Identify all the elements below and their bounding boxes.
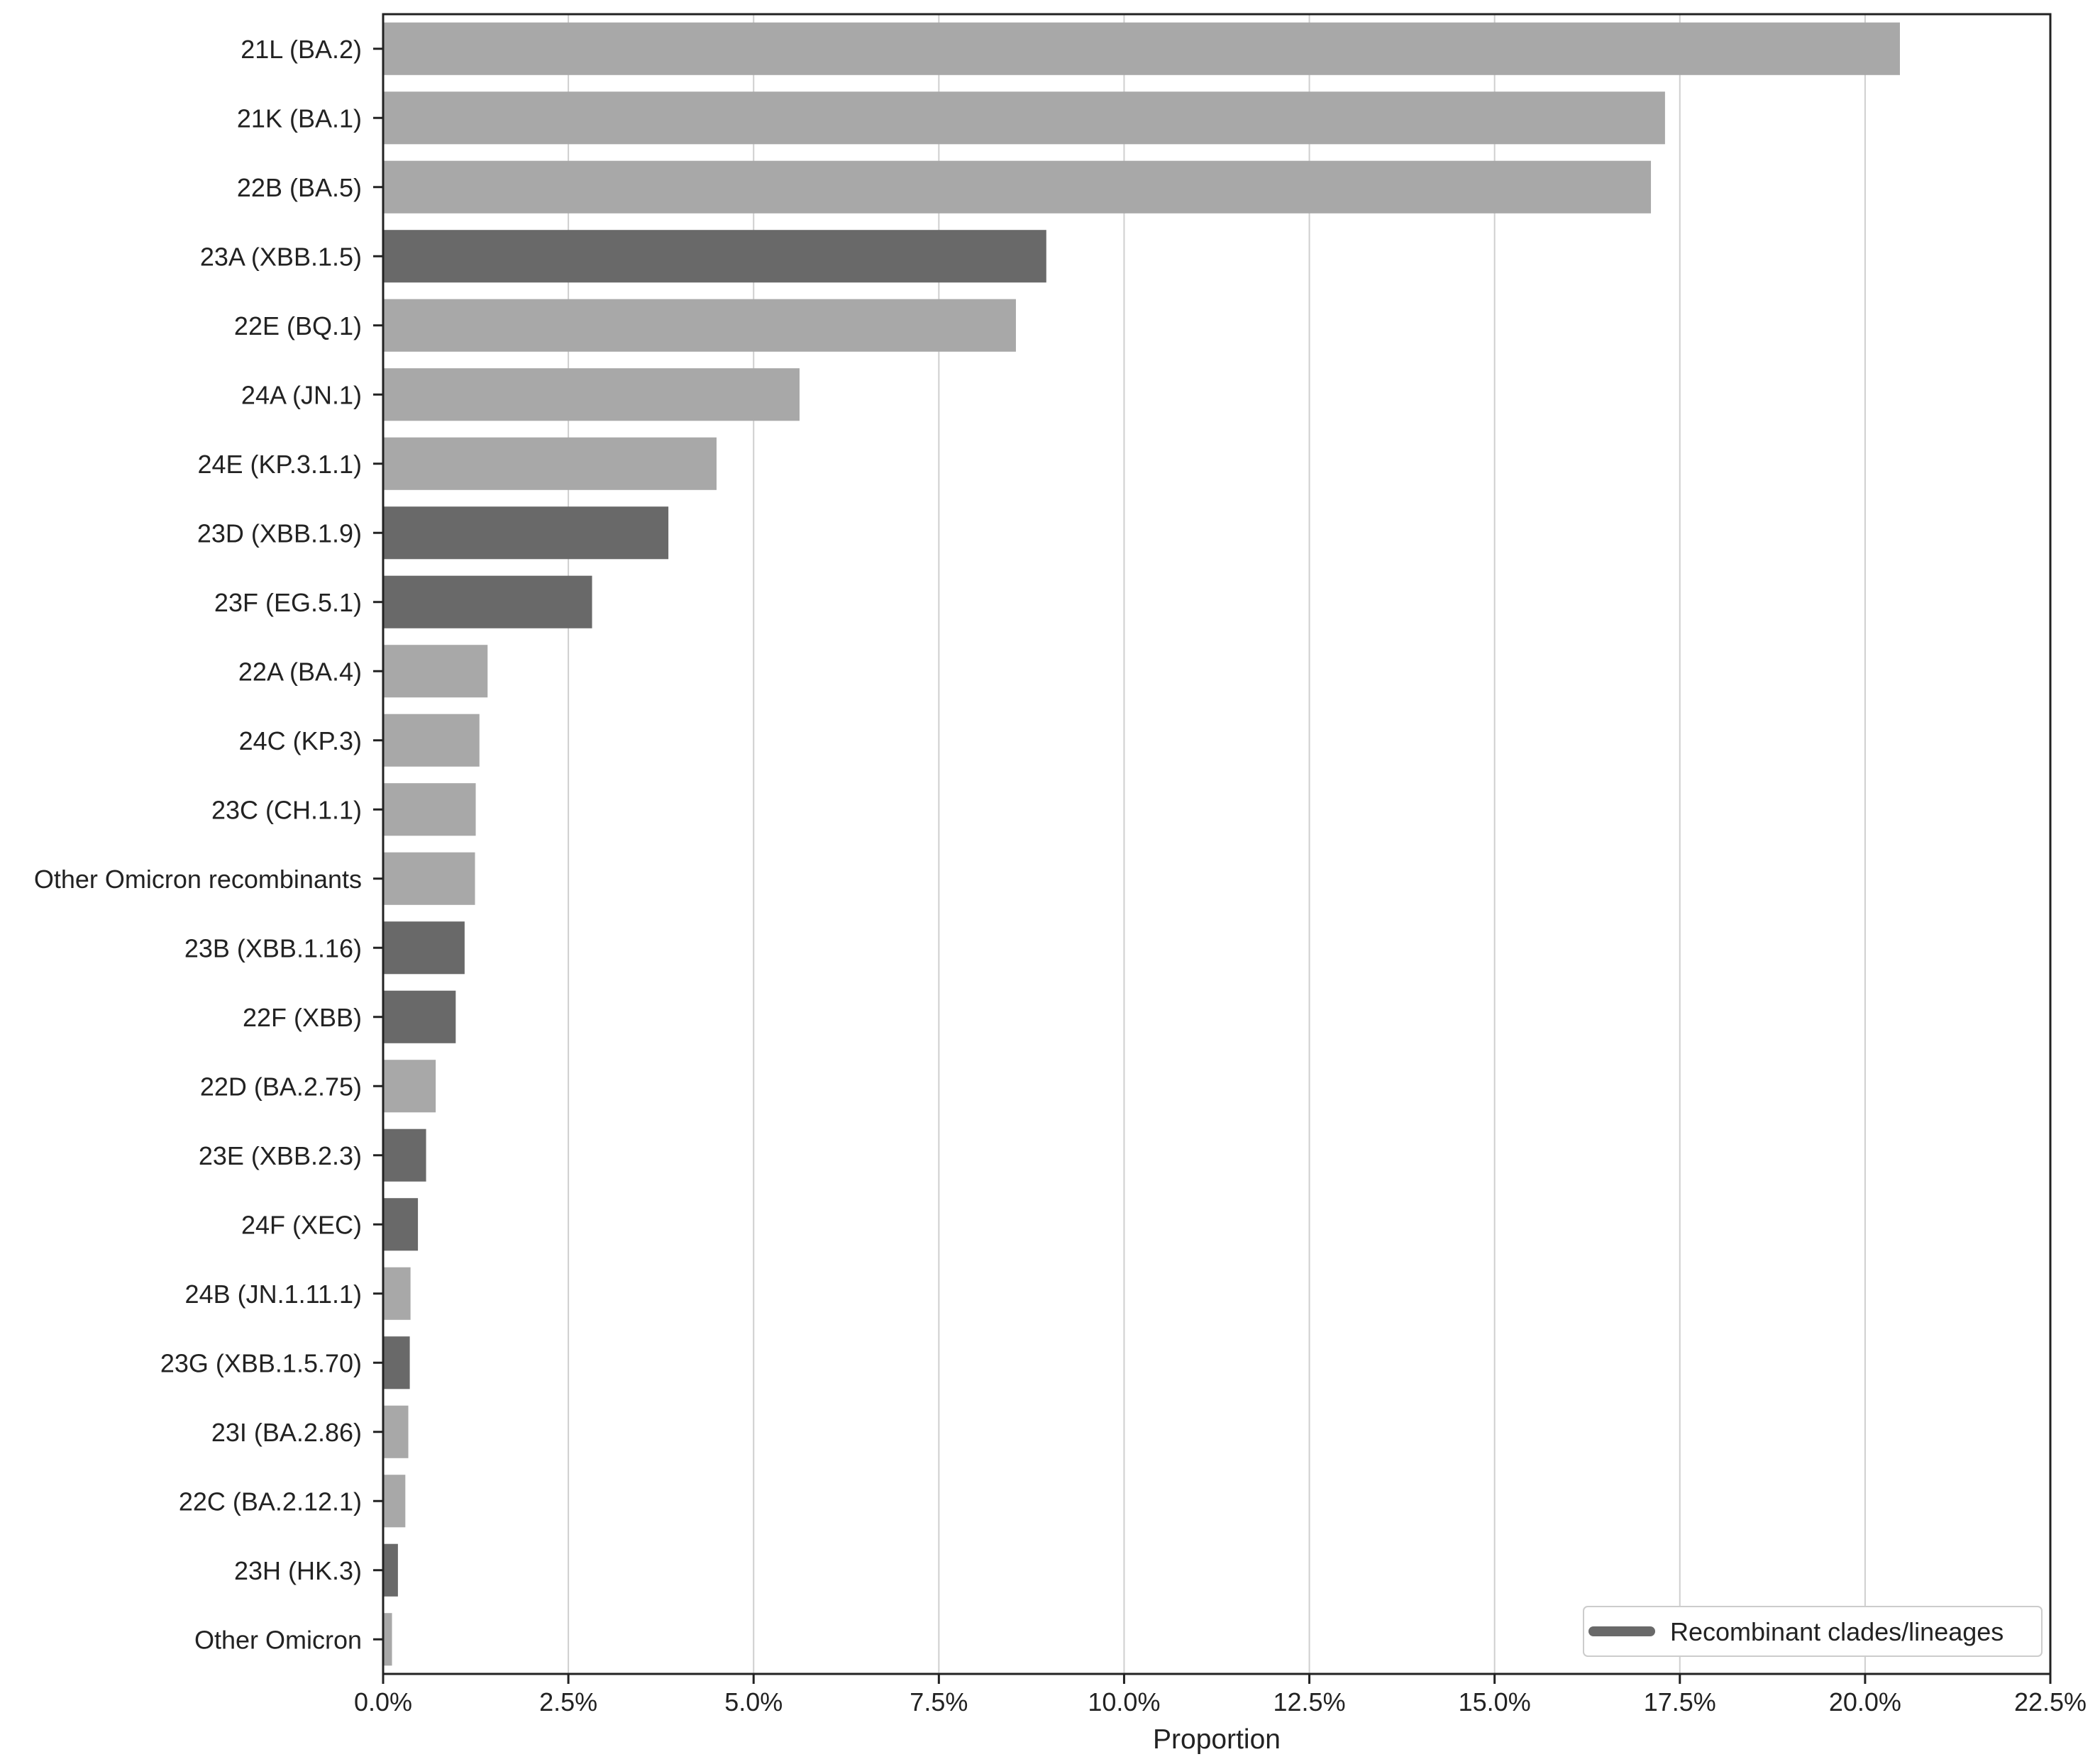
- x-tick-label: 10.0%: [1088, 1687, 1160, 1716]
- bar[interactable]: [383, 1267, 411, 1320]
- category-label: 24E (KP.3.1.1): [198, 450, 363, 479]
- y-axis-ticks: 21L (BA.2) 21K (BA.1) 22B (BA.5) 23A (XBB.1…: [34, 35, 383, 1654]
- bar[interactable]: [383, 852, 475, 905]
- bar[interactable]: [383, 714, 480, 767]
- bar[interactable]: [383, 437, 717, 490]
- x-tick-label: 15.0%: [1459, 1687, 1531, 1716]
- category-label: 22D (BA.2.75): [200, 1072, 362, 1101]
- legend[interactable]: Recombinant clades/lineages: [1583, 1606, 2043, 1657]
- category-label: 24A (JN.1): [241, 380, 362, 409]
- bar[interactable]: [383, 299, 1016, 352]
- legend-label: Recombinant clades/lineages: [1670, 1617, 2004, 1646]
- x-axis-label: Proportion: [1153, 1724, 1281, 1755]
- bar[interactable]: [383, 1613, 392, 1666]
- bar[interactable]: [383, 1405, 409, 1458]
- bar[interactable]: [383, 1543, 398, 1597]
- bar[interactable]: [383, 1198, 419, 1251]
- category-label: 24F (XEC): [241, 1210, 362, 1239]
- bars: [383, 22, 1900, 1666]
- category-label: 23F (EG.5.1): [214, 588, 362, 617]
- category-label: 22A (BA.4): [238, 657, 362, 686]
- bar[interactable]: [383, 506, 669, 560]
- category-label: 24B (JN.1.11.1): [185, 1280, 362, 1309]
- category-label: 23I (BA.2.86): [211, 1418, 362, 1447]
- bar[interactable]: [383, 1128, 426, 1182]
- x-tick-label: 17.5%: [1644, 1687, 1716, 1716]
- bar[interactable]: [383, 368, 800, 421]
- x-tick-label: 5.0%: [724, 1687, 783, 1716]
- category-label: 23A (XBB.1.5): [200, 242, 362, 271]
- bar[interactable]: [383, 1060, 436, 1113]
- bar[interactable]: [383, 1475, 406, 1528]
- bar[interactable]: [383, 921, 465, 975]
- bar[interactable]: [383, 645, 488, 698]
- bar[interactable]: [383, 990, 456, 1043]
- grid-lines: [568, 14, 1866, 1674]
- x-tick-label: 2.5%: [539, 1687, 597, 1716]
- category-label: 22F (XBB): [243, 1003, 362, 1032]
- x-tick-label: 22.5%: [2014, 1687, 2087, 1716]
- category-label: 21K (BA.1): [237, 104, 362, 133]
- category-label: 23D (XBB.1.9): [197, 518, 362, 548]
- category-label: 23B (XBB.1.16): [184, 933, 362, 963]
- category-label: 22B (BA.5): [237, 173, 362, 202]
- bar[interactable]: [383, 230, 1046, 283]
- category-label: 23G (XBB.1.5.70): [160, 1348, 362, 1377]
- x-axis-ticks: 0.0% 2.5% 5.0% 7.5% 10.0% 12.5% 15.0% 17.5% 20.0…: [354, 1674, 2087, 1716]
- category-label: 23E (XBB.2.3): [199, 1141, 362, 1170]
- category-label: Other Omicron recombinants: [34, 865, 362, 894]
- bar[interactable]: [383, 91, 1665, 145]
- category-label: 21L (BA.2): [241, 35, 362, 64]
- category-label: 23C (CH.1.1): [211, 795, 362, 824]
- category-label: 24C (KP.3): [239, 726, 362, 755]
- category-label: Other Omicron: [194, 1625, 362, 1654]
- x-tick-label: 20.0%: [1829, 1687, 1901, 1716]
- bar[interactable]: [383, 783, 476, 836]
- bar[interactable]: [383, 575, 592, 628]
- x-tick-label: 7.5%: [910, 1687, 968, 1716]
- category-label: 22C (BA.2.12.1): [179, 1487, 362, 1516]
- bar[interactable]: [383, 22, 1900, 75]
- x-tick-label: 0.0%: [354, 1687, 412, 1716]
- category-label: 23H (HK.3): [234, 1556, 362, 1585]
- plot-frame: [382, 13, 2052, 1675]
- bar[interactable]: [383, 160, 1652, 213]
- category-label: 22E (BQ.1): [234, 311, 362, 340]
- legend-box: [1583, 1606, 2043, 1657]
- bar[interactable]: [383, 1336, 410, 1389]
- x-tick-label: 12.5%: [1273, 1687, 1346, 1716]
